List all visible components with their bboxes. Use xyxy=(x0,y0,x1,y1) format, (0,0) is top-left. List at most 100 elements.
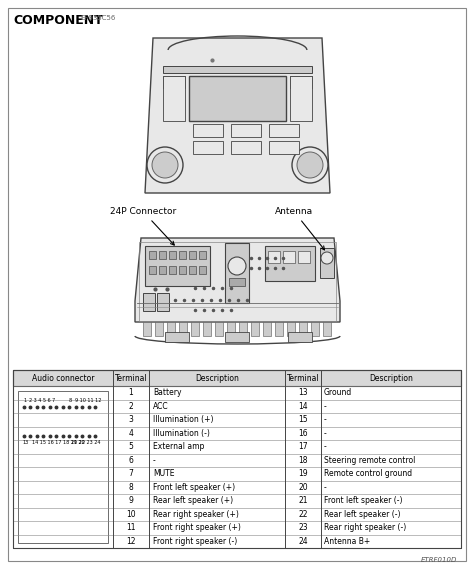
Text: Audio connector: Audio connector xyxy=(32,373,94,382)
Text: Terminal: Terminal xyxy=(115,373,147,382)
Bar xyxy=(169,266,176,274)
Text: -: - xyxy=(324,442,327,451)
Text: Steering remote control: Steering remote control xyxy=(324,456,415,465)
Bar xyxy=(265,246,315,281)
Text: 22: 22 xyxy=(298,510,308,519)
Text: EF935C56: EF935C56 xyxy=(80,15,115,21)
Bar xyxy=(231,141,261,154)
Circle shape xyxy=(321,252,333,264)
Text: 3: 3 xyxy=(128,415,134,424)
Text: MUTE: MUTE xyxy=(153,469,174,479)
Bar xyxy=(189,251,196,259)
Text: -: - xyxy=(324,483,327,492)
Text: -: - xyxy=(324,429,327,438)
Polygon shape xyxy=(145,38,330,193)
Text: 14: 14 xyxy=(298,402,308,411)
Text: Front right speaker (-): Front right speaker (-) xyxy=(153,537,237,546)
Bar xyxy=(149,251,156,259)
Text: External amp: External amp xyxy=(153,442,204,451)
Text: 6: 6 xyxy=(128,456,134,465)
Text: 12: 12 xyxy=(126,537,136,546)
Text: ACC: ACC xyxy=(153,402,169,411)
Bar xyxy=(189,76,286,121)
Bar xyxy=(18,391,108,543)
Text: 19: 19 xyxy=(298,469,308,479)
Bar xyxy=(159,251,166,259)
Bar xyxy=(189,266,196,274)
Text: Front left speaker (-): Front left speaker (-) xyxy=(324,496,402,505)
Text: 16: 16 xyxy=(298,429,308,438)
Text: 8: 8 xyxy=(128,483,133,492)
Bar xyxy=(199,251,206,259)
Bar xyxy=(269,124,299,137)
Bar xyxy=(157,293,169,311)
Bar xyxy=(320,248,334,278)
Text: 20: 20 xyxy=(298,483,308,492)
Bar xyxy=(143,293,155,311)
Bar xyxy=(231,124,261,137)
Text: Illumination (-): Illumination (-) xyxy=(153,429,210,438)
Text: 13: 13 xyxy=(22,440,28,445)
Text: Description: Description xyxy=(369,373,413,382)
Circle shape xyxy=(297,152,323,178)
Bar xyxy=(290,76,312,88)
Bar xyxy=(269,141,299,154)
Text: 18: 18 xyxy=(298,456,308,465)
Text: Remote control ground: Remote control ground xyxy=(324,469,412,479)
Text: 1: 1 xyxy=(128,388,133,397)
Text: Ground: Ground xyxy=(324,388,352,397)
Bar xyxy=(179,251,186,259)
Text: 2: 2 xyxy=(128,402,133,411)
Bar xyxy=(239,322,247,336)
Text: 10: 10 xyxy=(126,510,136,519)
Bar xyxy=(287,322,295,336)
Text: 23: 23 xyxy=(298,523,308,532)
Bar xyxy=(145,246,210,286)
Text: Antenna: Antenna xyxy=(275,207,325,250)
Bar xyxy=(149,266,156,274)
Circle shape xyxy=(147,147,183,183)
Bar xyxy=(203,322,211,336)
Bar xyxy=(263,322,271,336)
Circle shape xyxy=(292,147,328,183)
Bar xyxy=(275,322,283,336)
Bar xyxy=(268,251,280,263)
Bar xyxy=(13,370,461,386)
Text: 5: 5 xyxy=(128,442,134,451)
Text: -: - xyxy=(153,456,156,465)
Bar xyxy=(159,266,166,274)
Bar xyxy=(193,141,223,154)
Text: ETRF010D: ETRF010D xyxy=(420,557,457,563)
Bar xyxy=(311,322,319,336)
Text: 21 22 23 24: 21 22 23 24 xyxy=(71,440,100,445)
Bar xyxy=(225,243,249,303)
Circle shape xyxy=(152,152,178,178)
Bar xyxy=(215,322,223,336)
Text: 8  9 10 11 12: 8 9 10 11 12 xyxy=(69,398,101,403)
Bar xyxy=(143,322,151,336)
Text: -: - xyxy=(324,402,327,411)
Text: Rear left speaker (-): Rear left speaker (-) xyxy=(324,510,401,519)
Bar xyxy=(229,278,245,286)
Bar xyxy=(139,242,336,321)
Text: Description: Description xyxy=(195,373,239,382)
Text: 2 3 4 5 6 7: 2 3 4 5 6 7 xyxy=(29,398,55,403)
Bar xyxy=(288,332,312,342)
Text: Illumination (+): Illumination (+) xyxy=(153,415,213,424)
Text: Battery: Battery xyxy=(153,388,182,397)
Bar xyxy=(167,322,175,336)
Bar xyxy=(165,332,189,342)
Text: 15: 15 xyxy=(298,415,308,424)
Text: 17: 17 xyxy=(298,442,308,451)
Text: 24P Connector: 24P Connector xyxy=(110,207,176,245)
Bar xyxy=(163,76,185,88)
Text: COMPONENT: COMPONENT xyxy=(13,14,103,27)
Bar xyxy=(225,332,249,342)
Text: 4: 4 xyxy=(128,429,134,438)
Bar xyxy=(155,322,163,336)
Bar xyxy=(227,322,235,336)
Text: 14 15 16 17 18 19 20: 14 15 16 17 18 19 20 xyxy=(32,440,85,445)
Text: Rear right speaker (+): Rear right speaker (+) xyxy=(153,510,239,519)
Text: 9: 9 xyxy=(128,496,134,505)
Bar xyxy=(299,322,307,336)
